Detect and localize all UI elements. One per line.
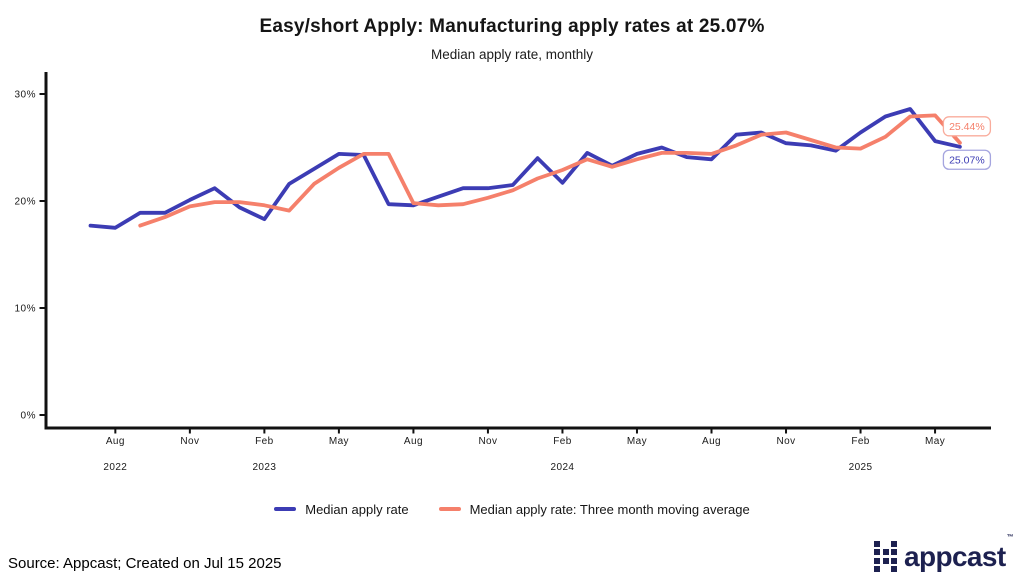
x-tick-label: Feb	[851, 436, 869, 447]
appcast-logo-icon	[874, 541, 897, 573]
legend-label-moving-average: Median apply rate: Three month moving av…	[469, 501, 750, 517]
year-label: 2025	[849, 462, 873, 473]
y-tick-label: 10%	[14, 304, 36, 315]
end-label-text: 25.07%	[949, 154, 985, 166]
trademark-symbol: ™	[1006, 533, 1014, 541]
x-axis-ticks: Aug Nov Feb May Aug Nov Feb May Aug Nov Feb May	[106, 428, 945, 447]
legend-item-primary: Median apply rate	[274, 501, 409, 517]
appcast-logo-wordmark: appcast™	[903, 533, 1014, 572]
x-tick-label: Aug	[702, 436, 721, 447]
x-tick-label: Aug	[106, 436, 125, 447]
x-tick-label: Aug	[404, 436, 423, 447]
y-axis-ticks: 0% 10% 20% 30%	[14, 90, 46, 422]
y-tick-label: 0%	[21, 411, 36, 422]
series-line-moving-average	[138, 113, 962, 228]
legend: Median apply rate Median apply rate: Thr…	[0, 499, 1024, 519]
x-tick-label: May	[329, 436, 349, 447]
y-tick-label: 30%	[14, 90, 36, 101]
legend-swatch-primary	[274, 507, 297, 511]
chart-title: Easy/short Apply: Manufacturing apply ra…	[259, 16, 765, 37]
year-label: 2023	[252, 462, 276, 473]
x-tick-label: Nov	[478, 436, 497, 447]
y-tick-label: 20%	[14, 197, 36, 208]
year-label: 2022	[103, 462, 127, 473]
series-line-primary	[88, 107, 962, 230]
end-label-primary: 25.07%	[942, 149, 992, 170]
x-tick-label: May	[925, 436, 945, 447]
x-tick-label: Feb	[255, 436, 273, 447]
end-label-moving-average: 25.44%	[942, 116, 992, 137]
source-note: Source: Appcast; Created on Jul 15 2025	[8, 555, 282, 572]
end-label-text: 25.44%	[949, 121, 985, 133]
x-tick-label: Feb	[553, 436, 571, 447]
x-tick-label: May	[627, 436, 647, 447]
x-tick-label: Nov	[180, 436, 199, 447]
year-label: 2024	[551, 462, 575, 473]
x-axis-year-labels: 2022 2023 2024 2025	[103, 462, 872, 473]
appcast-logo: appcast™	[874, 533, 1014, 573]
x-tick-label: Nov	[777, 436, 796, 447]
legend-swatch-moving-average	[438, 507, 461, 511]
legend-item-moving-average: Median apply rate: Three month moving av…	[438, 501, 750, 517]
legend-label-primary: Median apply rate	[305, 501, 409, 517]
chart-subtitle: Median apply rate, monthly	[430, 47, 594, 62]
